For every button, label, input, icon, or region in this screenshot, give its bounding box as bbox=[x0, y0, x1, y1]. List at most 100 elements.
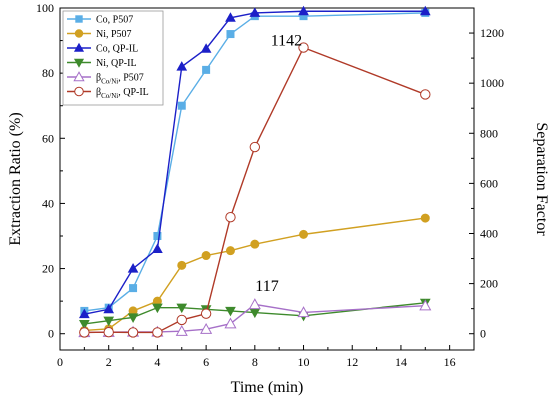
data-point bbox=[201, 251, 211, 261]
data-point bbox=[103, 303, 115, 314]
annotation-label: 1142 bbox=[271, 33, 302, 50]
data-point bbox=[225, 306, 236, 317]
x-tick-label: 12 bbox=[346, 355, 358, 369]
y-right-tick-label: 1000 bbox=[480, 76, 504, 90]
y-left-tick-label: 40 bbox=[42, 196, 54, 210]
data-point bbox=[127, 327, 139, 338]
data-point bbox=[152, 243, 163, 254]
data-point bbox=[177, 101, 186, 110]
y-right-tick-label: 0 bbox=[480, 327, 486, 341]
data-point bbox=[176, 314, 187, 326]
annotation-label: 117 bbox=[255, 278, 278, 295]
y-axis-right-label: Separation Factor bbox=[533, 122, 550, 236]
y-right-tick-label: 400 bbox=[480, 226, 498, 240]
data-point bbox=[127, 263, 139, 273]
data-point bbox=[419, 299, 432, 311]
data-point bbox=[225, 12, 236, 22]
legend-item: Co, QP-IL bbox=[67, 42, 138, 55]
plot-frame bbox=[59, 7, 475, 351]
data-point bbox=[103, 327, 114, 338]
y-left-tick-label: 60 bbox=[42, 131, 54, 145]
y-left-tick-label: 80 bbox=[42, 66, 54, 80]
annotation-layer: 1142 117 bbox=[255, 33, 302, 296]
data-point bbox=[299, 229, 309, 239]
data-point bbox=[298, 42, 309, 53]
legend-swatch-marker bbox=[75, 15, 83, 23]
legend-label: βCo/Ni, QP-IL bbox=[96, 87, 149, 100]
legend-swatch-marker bbox=[74, 86, 84, 97]
y-axis-left-label: Extraction Ratio (%) bbox=[7, 112, 24, 245]
data-point bbox=[177, 260, 187, 270]
legend-swatch-marker bbox=[73, 58, 85, 68]
data-point bbox=[129, 284, 138, 293]
data-point bbox=[175, 324, 188, 336]
legend-label-subscript: Co/Ni bbox=[101, 92, 118, 100]
y-right-tick-label: 800 bbox=[480, 126, 498, 140]
data-point bbox=[127, 313, 139, 323]
series-5 bbox=[79, 42, 431, 338]
legend-item: βCo/Ni, QP-IL bbox=[67, 86, 149, 100]
data-point bbox=[248, 298, 261, 310]
x-tick-label: 2 bbox=[106, 355, 112, 369]
data-point bbox=[200, 322, 213, 334]
y-left-tick-label: 100 bbox=[36, 1, 54, 15]
y-right-tick-label: 1200 bbox=[480, 26, 504, 40]
series-line bbox=[84, 302, 426, 325]
data-point bbox=[420, 213, 430, 223]
x-tick-label: 0 bbox=[57, 355, 63, 369]
data-point bbox=[249, 7, 261, 17]
x-tick-label: 10 bbox=[298, 355, 310, 369]
series-line bbox=[84, 10, 426, 315]
legend-label: Ni, P507 bbox=[96, 29, 132, 40]
legend-label-tail: , P507 bbox=[118, 73, 144, 84]
series-line bbox=[84, 12, 426, 312]
legend-label: βCo/Ni, P507 bbox=[96, 73, 144, 86]
y-axis-right: 0 200 400 600 800 1000 1200 bbox=[469, 26, 504, 341]
data-point bbox=[249, 141, 261, 153]
legend-swatch-marker bbox=[73, 71, 85, 82]
legend-label-subscript: Co/Ni bbox=[101, 78, 118, 86]
data-point bbox=[103, 316, 115, 327]
legend-swatch-marker bbox=[73, 42, 85, 52]
data-point bbox=[202, 65, 211, 74]
data-point bbox=[298, 5, 309, 16]
legend-label-tail: , QP-IL bbox=[118, 87, 149, 98]
data-point bbox=[78, 308, 90, 319]
legend-item: Ni, P507 bbox=[67, 29, 132, 40]
data-point bbox=[152, 303, 163, 314]
legend-label: Ni, QP-IL bbox=[96, 58, 137, 69]
y-left-tick-label: 20 bbox=[42, 262, 54, 276]
series-line bbox=[84, 217, 426, 332]
data-point bbox=[200, 43, 212, 53]
data-point bbox=[176, 303, 188, 314]
y-left-tick-label: 0 bbox=[48, 327, 54, 341]
data-point bbox=[79, 327, 90, 338]
x-tick-label: 8 bbox=[252, 355, 258, 369]
y-right-tick-label: 200 bbox=[480, 277, 498, 291]
legend-label: Co, QP-IL bbox=[96, 44, 138, 55]
legend-item: Co, P507 bbox=[67, 15, 133, 26]
data-point bbox=[225, 246, 235, 256]
data-point bbox=[176, 61, 188, 71]
data-point bbox=[224, 317, 237, 329]
x-tick-label: 14 bbox=[395, 355, 407, 369]
legend-label: Co, P507 bbox=[96, 15, 133, 26]
x-axis: 0 2 4 6 8 10 12 14 16 bbox=[57, 345, 456, 369]
y-axis-left: 0 20 40 60 80 100 bbox=[36, 1, 65, 341]
legend-item: βCo/Ni, P507 bbox=[67, 71, 144, 86]
data-point bbox=[78, 319, 90, 330]
legend-label-symbol: β bbox=[96, 73, 101, 84]
data-point bbox=[420, 89, 431, 100]
y-right-tick-label: 600 bbox=[480, 176, 498, 190]
data-point bbox=[419, 5, 431, 16]
legend: Co, P507 Ni, P507 Co, QP-IL Ni, QP-IL βCo/Ni… bbox=[62, 10, 164, 106]
legend-item: Ni, QP-IL bbox=[67, 58, 137, 69]
data-point bbox=[226, 30, 235, 39]
x-tick-label: 6 bbox=[203, 355, 209, 369]
data-point bbox=[200, 308, 212, 319]
x-tick-label: 16 bbox=[444, 355, 456, 369]
series-2 bbox=[78, 5, 431, 319]
data-point bbox=[297, 306, 310, 318]
series-layer bbox=[78, 5, 432, 338]
